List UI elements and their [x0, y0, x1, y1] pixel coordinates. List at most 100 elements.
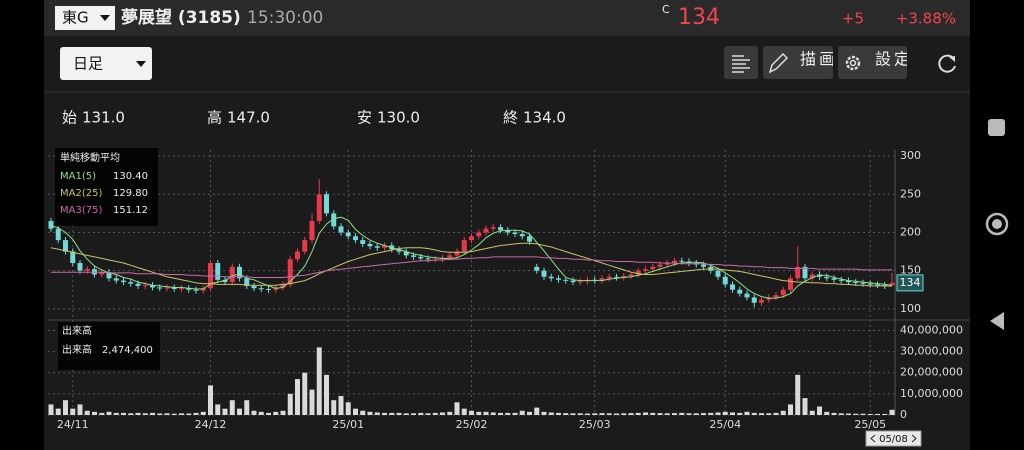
x-tick-label: 25/01	[332, 418, 364, 431]
volume-bar	[411, 413, 416, 415]
period: 日足	[73, 55, 103, 73]
candle-body	[251, 285, 257, 289]
volume-bar	[657, 413, 663, 415]
ohlc-name: 終	[503, 109, 518, 127]
candle-body	[84, 269, 90, 271]
volume-bar	[128, 413, 134, 415]
candle-body	[338, 226, 344, 233]
volume-bar	[556, 412, 561, 415]
volume-bar	[548, 412, 554, 415]
legend-bg	[55, 148, 158, 226]
candle-body	[447, 255, 453, 258]
volume-bar	[809, 410, 815, 415]
volume-bar	[708, 412, 714, 415]
candle-body	[606, 276, 612, 279]
volume-bar	[135, 412, 141, 415]
candle-body	[244, 278, 250, 286]
candle-body	[722, 276, 728, 285]
candle-body	[179, 288, 184, 290]
candle-body	[258, 288, 264, 290]
candle-body	[331, 213, 337, 227]
candle-body	[403, 251, 409, 256]
legend-name: MA3(75)	[60, 205, 102, 216]
candle-body	[541, 270, 547, 277]
volume-bar	[309, 389, 315, 415]
candle-body	[730, 284, 735, 290]
candle-body	[519, 234, 525, 237]
volume-tick-label: 10,000,000	[900, 387, 963, 400]
volume-bar	[679, 412, 685, 415]
candle-body	[266, 288, 271, 290]
indicator-button[interactable]	[724, 46, 758, 79]
volume-bar	[396, 412, 402, 415]
draw-button[interactable]: 描画	[763, 46, 838, 79]
volume-bar	[519, 410, 525, 415]
candle-body	[824, 276, 830, 279]
volume-bar	[490, 412, 496, 415]
volume-bar	[614, 413, 619, 415]
cursor-date-box	[865, 430, 922, 447]
y-tick-label: 200	[900, 225, 921, 238]
candle-body	[643, 269, 648, 271]
nav-recent[interactable]	[988, 119, 1005, 136]
nav-home-dot	[992, 219, 1002, 229]
ohlc-name: 高	[207, 109, 222, 127]
volume-bar	[84, 410, 90, 415]
volume-bar	[577, 413, 583, 415]
nav-back[interactable]	[990, 312, 1004, 330]
volume-bar	[273, 411, 279, 415]
x-tick-label: 25/02	[456, 418, 488, 431]
candle-body	[860, 282, 866, 284]
candle-body	[237, 266, 242, 279]
nav-home[interactable]	[985, 212, 1009, 236]
volume-bar	[113, 412, 119, 415]
volume-bar	[802, 398, 808, 415]
volume-bar	[440, 412, 445, 415]
volume-bar	[860, 413, 866, 415]
dropdown-arrow	[100, 15, 110, 21]
volume-bar	[403, 413, 409, 415]
candle-body	[563, 279, 569, 281]
volume-bar	[788, 404, 793, 415]
candle-body	[780, 289, 786, 296]
candle-body	[411, 255, 416, 257]
ohlc-name: 始	[62, 109, 77, 127]
refresh-icon[interactable]	[938, 54, 956, 73]
candle-body	[737, 289, 743, 294]
volume-bar	[389, 412, 395, 415]
volume-bar	[280, 410, 286, 415]
volume-bar	[744, 411, 750, 415]
change-pct: +3.88%	[896, 10, 956, 28]
button-bg	[838, 46, 907, 79]
period-select[interactable]	[60, 47, 152, 80]
candle-body	[795, 266, 801, 279]
candle-body	[316, 194, 322, 222]
volume-bar	[179, 413, 184, 415]
candle-body	[229, 266, 235, 283]
volume-bar	[287, 393, 293, 415]
volume-bar	[606, 413, 612, 415]
settings-button[interactable]: 設定	[838, 46, 913, 79]
volume-bar	[853, 413, 859, 415]
volume-bar	[570, 413, 576, 415]
candle-body	[809, 274, 815, 279]
volume-bar	[628, 413, 634, 415]
volume-bar	[92, 411, 97, 415]
volume-bar	[186, 413, 192, 415]
candle-body	[853, 282, 859, 284]
volume-bar	[635, 412, 641, 415]
volume-value: 2,474,400	[102, 345, 153, 356]
volume-bar	[599, 413, 605, 415]
volume-bar	[121, 412, 126, 415]
volume-bar	[759, 413, 764, 415]
volume-bar	[251, 410, 257, 415]
candle-body	[846, 280, 851, 283]
volume-bar	[846, 413, 851, 415]
x-tick-label: 25/03	[579, 418, 611, 431]
volume-tick-label: 40,000,000	[900, 323, 963, 336]
candle-body	[867, 283, 873, 285]
cursor-arrow-right	[911, 434, 917, 443]
volume-bar	[527, 411, 532, 415]
legend-value: 129.80	[113, 188, 148, 199]
volume-bar	[454, 402, 460, 415]
